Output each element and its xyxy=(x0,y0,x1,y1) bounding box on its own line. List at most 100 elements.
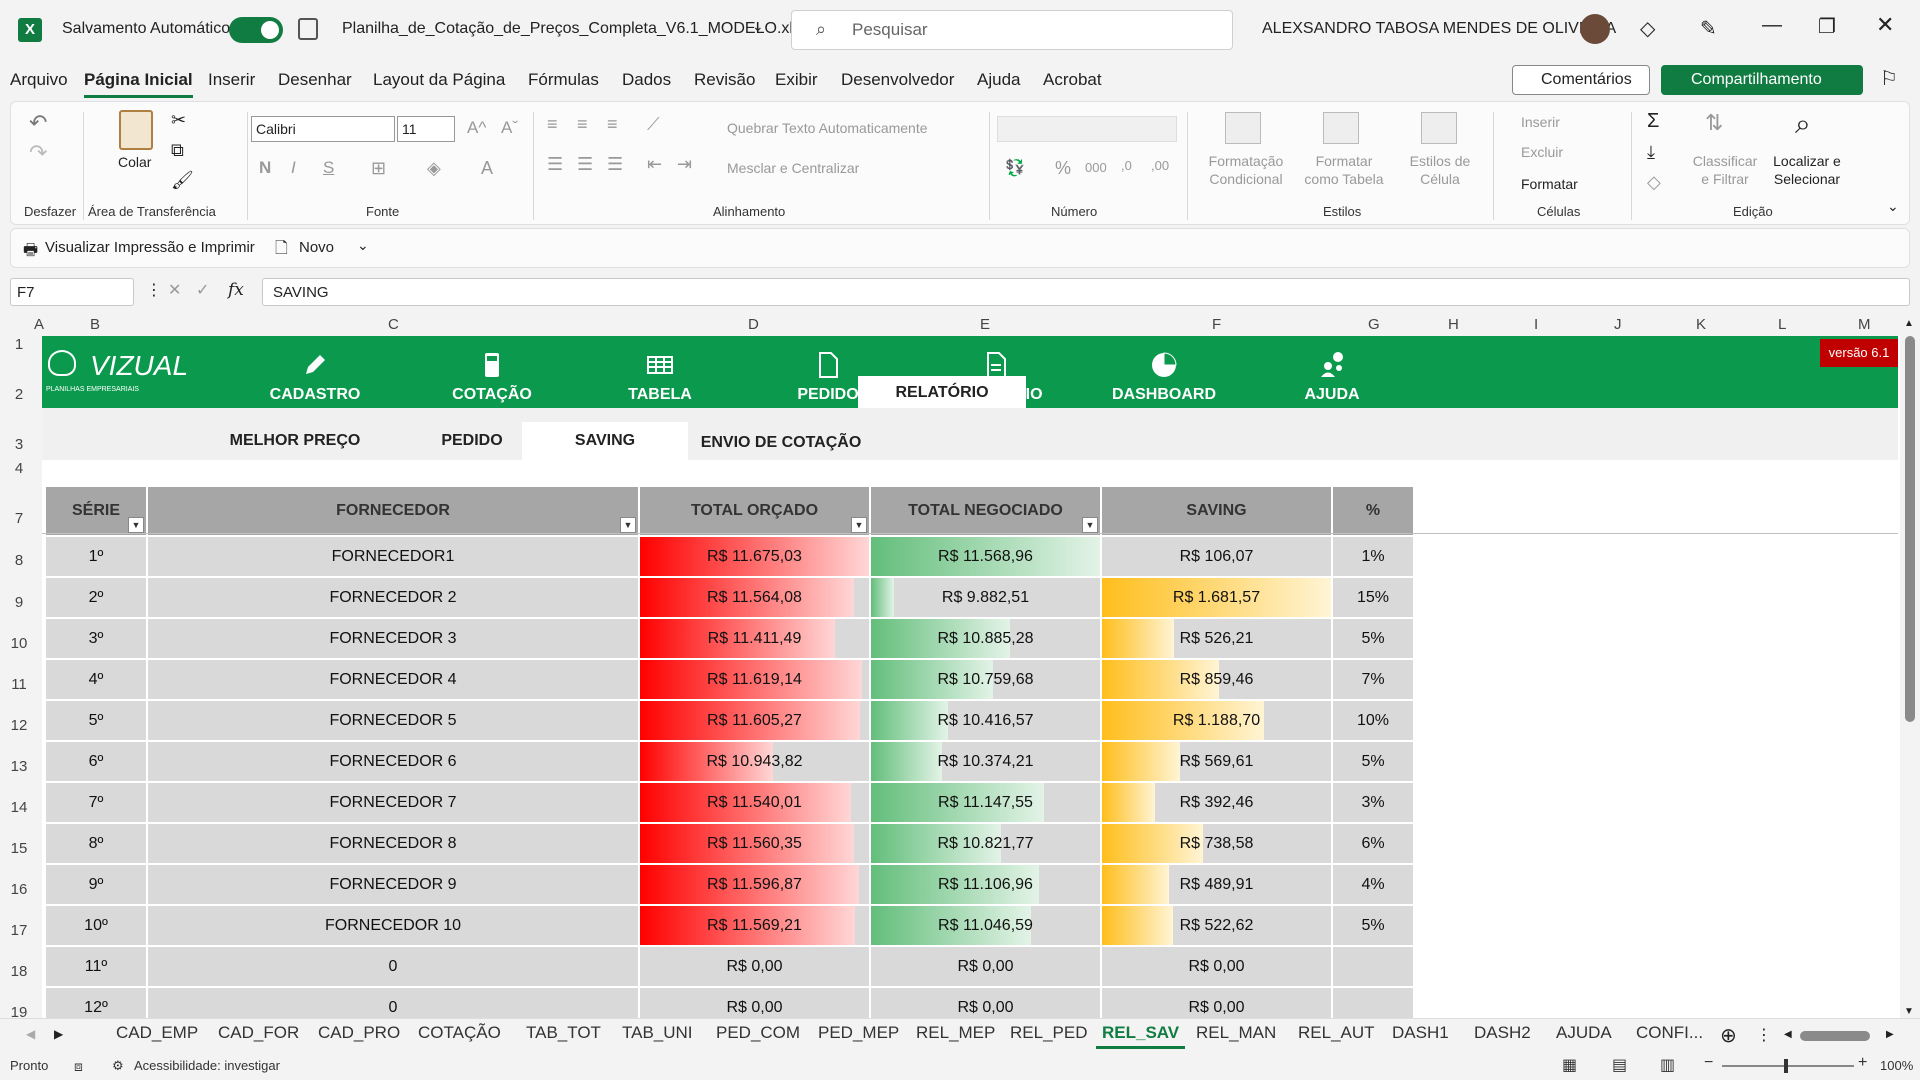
scroll-thumb[interactable] xyxy=(1905,336,1915,722)
sheet-tab[interactable]: CONFI... xyxy=(1636,1023,1704,1042)
nav-tabela[interactable]: TABELA xyxy=(576,336,744,408)
cell-fornecedor[interactable]: FORNECEDOR 2 xyxy=(148,578,638,617)
hscroll-left-icon[interactable]: ◀ xyxy=(1784,1029,1792,1040)
menu-acrobat[interactable]: Acrobat xyxy=(1043,70,1102,89)
enter-icon[interactable]: ✓ xyxy=(196,282,210,299)
find-select-button[interactable]: Localizar e Selecionar xyxy=(1773,153,1841,187)
row-header[interactable]: 8 xyxy=(14,552,24,569)
restore-icon[interactable]: ❐ xyxy=(1818,16,1836,38)
name-box[interactable]: F7 xyxy=(10,278,134,306)
clear-icon[interactable]: ◇ xyxy=(1647,172,1661,192)
cell-fornecedor[interactable]: FORNECEDOR 10 xyxy=(148,906,638,945)
col-header[interactable]: B xyxy=(90,316,101,333)
cell-percent[interactable]: 7% xyxy=(1333,660,1413,699)
nav-cotacao[interactable]: COTAÇÃO xyxy=(408,336,576,408)
more-sheets-icon[interactable]: ⋮ xyxy=(1756,1027,1772,1044)
cell-serie[interactable]: 3º xyxy=(46,619,146,658)
chevron-down-icon[interactable]: ⌄ xyxy=(752,18,764,34)
cell-percent[interactable]: 10% xyxy=(1333,701,1413,740)
sheet-tab[interactable]: AJUDA xyxy=(1556,1023,1612,1042)
cell-serie[interactable]: 1º xyxy=(46,537,146,576)
fill-icon[interactable]: ⤓ xyxy=(1647,142,1655,162)
row-header[interactable]: 12 xyxy=(10,717,28,734)
sheet-tab[interactable]: REL_AUT xyxy=(1298,1023,1375,1042)
cell-total-negociado[interactable]: R$ 10.885,28 xyxy=(871,619,1100,658)
hscroll-right-icon[interactable]: ▶ xyxy=(1886,1029,1894,1040)
cell-saving[interactable]: R$ 1.188,70 xyxy=(1102,701,1331,740)
menu-dados[interactable]: Dados xyxy=(622,70,672,89)
cell-saving[interactable]: R$ 392,46 xyxy=(1102,783,1331,822)
save-icon[interactable] xyxy=(298,18,318,40)
cell-saving[interactable]: R$ 738,58 xyxy=(1102,824,1331,863)
col-header[interactable]: K xyxy=(1696,316,1707,333)
zoom-out-icon[interactable]: − xyxy=(1704,1054,1714,1071)
col-header[interactable]: F xyxy=(1212,316,1222,333)
row-header[interactable]: 19 xyxy=(10,1004,28,1021)
sheet-tab[interactable]: CAD_EMP xyxy=(116,1023,199,1042)
cell-fornecedor[interactable]: 0 xyxy=(148,947,638,986)
zoom-level[interactable]: 100% xyxy=(1880,1058,1914,1073)
cell-saving[interactable]: R$ 859,46 xyxy=(1102,660,1331,699)
formula-input[interactable]: SAVING xyxy=(262,278,1910,306)
col-header[interactable]: E xyxy=(980,316,991,333)
new-file-icon[interactable]: 🗋 xyxy=(275,240,288,257)
cell-percent[interactable]: 4% xyxy=(1333,865,1413,904)
cell-total-orcado[interactable]: R$ 11.560,35 xyxy=(640,824,869,863)
cell-percent[interactable]: 3% xyxy=(1333,783,1413,822)
grow-font-icon[interactable]: A^ xyxy=(467,118,487,137)
cell-serie[interactable]: 5º xyxy=(46,701,146,740)
conditional-format-button[interactable]: Formatação Condicional xyxy=(1208,153,1284,187)
cell-total-negociado[interactable]: R$ 10.416,57 xyxy=(871,701,1100,740)
col-header[interactable]: H xyxy=(1448,316,1459,333)
col-header[interactable]: I xyxy=(1534,316,1539,333)
cell-percent[interactable]: 5% xyxy=(1333,619,1413,658)
macro-record-icon[interactable]: ⧈ xyxy=(74,1058,83,1074)
cell-serie[interactable]: 11º xyxy=(46,947,146,986)
row-header[interactable]: 1 xyxy=(14,336,24,353)
cell-styles-icon[interactable] xyxy=(1421,112,1457,144)
menu-arquivo[interactable]: Arquivo xyxy=(10,70,68,89)
cell-fornecedor[interactable]: FORNECEDOR 9 xyxy=(148,865,638,904)
sheet-tab[interactable]: REL_SAV xyxy=(1095,1023,1186,1049)
menu-desenhar[interactable]: Desenhar xyxy=(278,70,352,89)
new-button[interactable]: Novo xyxy=(299,239,335,256)
nav-ajuda[interactable]: AJUDA xyxy=(1248,336,1416,408)
sheet-tab[interactable]: CAD_PRO xyxy=(318,1023,401,1042)
merge-center-button[interactable]: Mesclar e Centralizar xyxy=(727,160,860,176)
tab-prev-icon[interactable]: ◀ xyxy=(26,1027,36,1041)
cell-percent[interactable] xyxy=(1333,947,1413,986)
nav-relatorio-selected[interactable]: RELATÓRIO xyxy=(858,376,1026,408)
add-sheet-icon[interactable]: ⊕ xyxy=(1720,1025,1737,1047)
cell-fornecedor[interactable]: FORNECEDOR 3 xyxy=(148,619,638,658)
row-header[interactable]: 14 xyxy=(10,799,28,816)
menu-layout[interactable]: Layout da Página xyxy=(373,70,506,89)
cell-total-orcado[interactable]: R$ 10.943,82 xyxy=(640,742,869,781)
row-header[interactable]: 3 xyxy=(14,436,24,453)
copy-icon[interactable]: ⧉ xyxy=(171,140,184,160)
more-icon[interactable]: ⋮ xyxy=(146,282,162,299)
cell-total-orcado[interactable]: R$ 11.564,08 xyxy=(640,578,869,617)
bold-button[interactable]: N xyxy=(259,158,272,177)
cell-fornecedor[interactable]: FORNECEDOR 4 xyxy=(148,660,638,699)
feedback-icon[interactable]: ⚐ xyxy=(1880,68,1898,90)
cell-total-orcado[interactable]: R$ 11.540,01 xyxy=(640,783,869,822)
increase-decimal-icon[interactable]: ,0 xyxy=(1121,158,1132,173)
italic-button[interactable]: I xyxy=(291,158,296,177)
sheet-tab[interactable]: PED_COM xyxy=(716,1023,801,1042)
menu-desenvolvedor[interactable]: Desenvolvedor xyxy=(841,70,955,89)
subtab-saving[interactable]: SAVING xyxy=(522,422,688,460)
cell-total-orcado[interactable]: R$ 11.605,27 xyxy=(640,701,869,740)
scroll-down-icon[interactable]: ▼ xyxy=(1904,1006,1914,1017)
row-header[interactable]: 7 xyxy=(14,510,24,527)
undo-icon[interactable]: ↶ xyxy=(29,110,48,135)
diamond-icon[interactable]: ◇ xyxy=(1640,18,1656,40)
format-table-icon[interactable] xyxy=(1323,112,1359,144)
avatar[interactable] xyxy=(1580,14,1610,44)
customize-qat-icon[interactable]: ⌄ xyxy=(357,237,369,253)
cell-saving[interactable]: R$ 526,21 xyxy=(1102,619,1331,658)
borders-icon[interactable]: ⊞ xyxy=(371,158,387,178)
subtab-envio-cotacao[interactable]: ENVIO DE COTAÇÃO xyxy=(700,434,862,451)
cell-total-negociado[interactable]: R$ 11.106,96 xyxy=(871,865,1100,904)
cut-icon[interactable]: ✂ xyxy=(171,110,187,130)
cell-saving[interactable]: R$ 106,07 xyxy=(1102,537,1331,576)
